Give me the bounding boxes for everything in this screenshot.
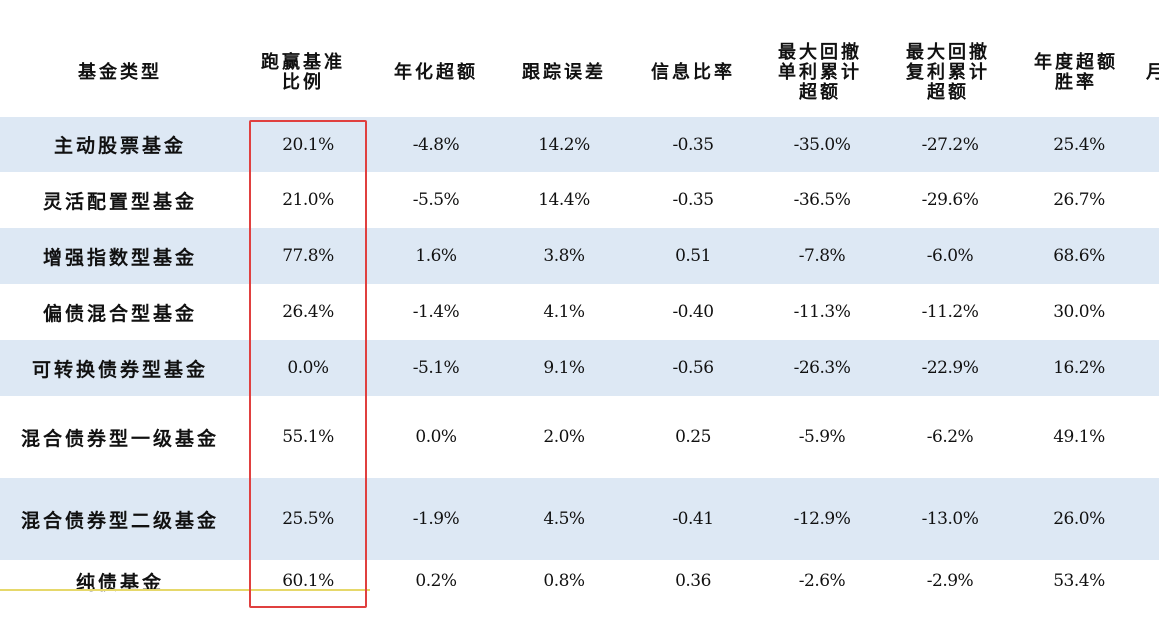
information-ratio-value: -0.41	[672, 509, 714, 529]
tracking-error-value: 14.2%	[538, 134, 590, 155]
beat-benchmark-ratio-value: 25.5%	[282, 509, 334, 529]
beat-benchmark-ratio-value: 77.8%	[282, 246, 334, 266]
header-truncated-column: 月	[1146, 61, 1159, 83]
tracking-error-value: 4.5%	[543, 509, 585, 529]
header-max-drawdown-compound: 最大回撤复利累计超额	[906, 41, 990, 103]
fund-type-name: 偏债混合型基金	[42, 302, 197, 325]
information-ratio-value: -0.35	[672, 190, 714, 210]
fund-type-name: 混合债券型一级基金	[20, 427, 219, 450]
max-drawdown-simple-value: -7.8%	[798, 246, 846, 266]
annualized-excess-value: 1.6%	[415, 246, 457, 266]
beat-benchmark-ratio-value: 0.0%	[287, 358, 329, 378]
table-row: 混合债券型二级基金 25.5% -1.9% 4.5% -0.41 -12.9% …	[0, 478, 1159, 560]
max-drawdown-compound-value: -22.9%	[921, 358, 979, 378]
max-drawdown-simple-value: -36.5%	[793, 190, 851, 210]
max-drawdown-simple-value: -35.0%	[793, 134, 851, 155]
tracking-error-value: 4.1%	[543, 302, 585, 322]
fund-type-name: 可转换债券型基金	[31, 358, 208, 381]
annualized-excess-value: -1.9%	[412, 509, 460, 529]
max-drawdown-simple-value: -26.3%	[793, 358, 851, 378]
annualized-excess-value: -5.5%	[412, 190, 460, 210]
tracking-error-value: 3.8%	[543, 246, 585, 266]
information-ratio-value: -0.56	[672, 358, 714, 378]
annualized-excess-value: -1.4%	[412, 302, 460, 322]
max-drawdown-compound-value: -29.6%	[921, 190, 979, 210]
header-annualized-excess: 年化超额	[394, 61, 478, 83]
beat-benchmark-ratio-value: 26.4%	[282, 302, 334, 322]
information-ratio-value: 0.51	[675, 246, 711, 266]
header-tracking-error: 跟踪误差	[522, 61, 606, 83]
information-ratio-value: -0.35	[672, 134, 714, 155]
tracking-error-value: 2.0%	[543, 427, 585, 447]
max-drawdown-compound-value: -2.9%	[926, 571, 974, 591]
beat-benchmark-ratio-value: 60.1%	[282, 571, 334, 591]
max-drawdown-compound-value: -11.2%	[921, 302, 979, 322]
tracking-error-value: 9.1%	[543, 358, 585, 378]
beat-benchmark-ratio-value: 21.0%	[282, 190, 334, 210]
table-row: 偏债混合型基金 26.4% -1.4% 4.1% -0.40 -11.3% -1…	[0, 284, 1159, 340]
annual-excess-win-rate-value: 26.7%	[1053, 190, 1105, 210]
annualized-excess-value: 0.2%	[415, 571, 457, 591]
header-information-ratio: 信息比率	[651, 61, 735, 83]
annual-excess-win-rate-value: 53.4%	[1053, 571, 1105, 591]
header-fund-type: 基金类型	[78, 61, 162, 83]
tracking-error-value: 0.8%	[543, 571, 585, 591]
annual-excess-win-rate-value: 26.0%	[1053, 509, 1105, 529]
annual-excess-win-rate-value: 16.2%	[1053, 358, 1105, 378]
annualized-excess-value: -5.1%	[412, 358, 460, 378]
max-drawdown-compound-value: -6.2%	[926, 427, 974, 447]
information-ratio-value: 0.36	[675, 571, 711, 591]
max-drawdown-simple-value: -12.9%	[793, 509, 851, 529]
tracking-error-value: 14.4%	[538, 190, 590, 210]
annual-excess-win-rate-value: 30.0%	[1053, 302, 1105, 322]
header-max-drawdown-simple: 最大回撤单利累计超额	[778, 41, 862, 103]
table-row: 混合债券型一级基金 55.1% 0.0% 2.0% 0.25 -5.9% -6.…	[0, 396, 1159, 478]
information-ratio-value: -0.40	[672, 302, 714, 322]
yellow-underline	[0, 589, 370, 591]
max-drawdown-compound-value: -27.2%	[921, 134, 979, 155]
information-ratio-value: 0.25	[675, 427, 711, 447]
max-drawdown-simple-value: -2.6%	[798, 571, 846, 591]
fund-type-name: 混合债券型二级基金	[20, 509, 219, 532]
annualized-excess-value: -4.8%	[412, 134, 460, 155]
max-drawdown-compound-value: -13.0%	[921, 509, 979, 529]
fund-type-name: 主动股票基金	[53, 135, 186, 157]
table-row: 可转换债券型基金 0.0% -5.1% 9.1% -0.56 -26.3% -2…	[0, 340, 1159, 396]
max-drawdown-simple-value: -5.9%	[798, 427, 846, 447]
header-beat-benchmark-ratio: 跑赢基准比例	[261, 51, 345, 93]
max-drawdown-compound-value: -6.0%	[926, 246, 974, 266]
annual-excess-win-rate-value: 25.4%	[1053, 134, 1105, 155]
fund-type-name: 纯债基金	[75, 571, 164, 594]
annual-excess-win-rate-value: 49.1%	[1053, 427, 1105, 447]
table-row: 纯债基金 60.1% 0.2% 0.8% 0.36 -2.6% -2.9% 53…	[0, 560, 1159, 602]
fund-type-name: 增强指数型基金	[42, 246, 197, 269]
max-drawdown-simple-value: -11.3%	[793, 302, 851, 322]
table-row: 增强指数型基金 77.8% 1.6% 3.8% 0.51 -7.8% -6.0%…	[0, 228, 1159, 284]
header-annual-excess-win-rate: 年度超额胜率	[1034, 51, 1118, 93]
table-row: 主动股票基金 20.1% -4.8% 14.2% -0.35 -35.0% -2…	[0, 117, 1159, 172]
table-header-row: 基金类型 跑赢基准比例 年化超额 跟踪误差 信息比率 最大回撤单利累计超额 最大…	[0, 30, 1159, 115]
annual-excess-win-rate-value: 68.6%	[1053, 246, 1105, 266]
beat-benchmark-ratio-value: 20.1%	[282, 134, 334, 155]
fund-type-name: 灵活配置型基金	[42, 190, 197, 213]
table-row: 灵活配置型基金 21.0% -5.5% 14.4% -0.35 -36.5% -…	[0, 172, 1159, 228]
annualized-excess-value: 0.0%	[415, 427, 457, 447]
beat-benchmark-ratio-value: 55.1%	[282, 427, 334, 447]
